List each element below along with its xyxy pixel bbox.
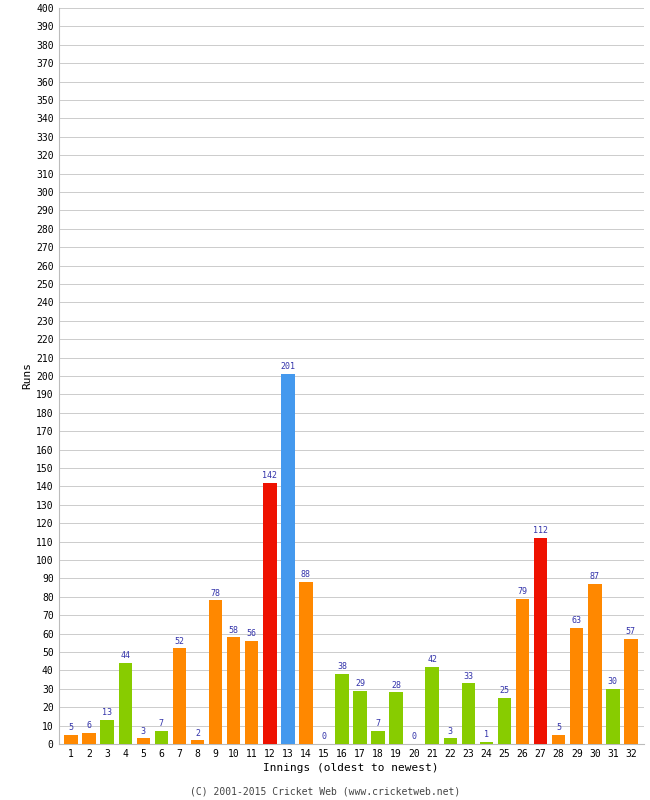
Bar: [426, 666, 439, 744]
Bar: [480, 742, 493, 744]
Text: 33: 33: [463, 671, 473, 681]
Bar: [299, 582, 313, 744]
Text: (C) 2001-2015 Cricket Web (www.cricketweb.net): (C) 2001-2015 Cricket Web (www.cricketwe…: [190, 786, 460, 796]
Bar: [515, 598, 529, 744]
Text: 3: 3: [448, 726, 453, 736]
Bar: [534, 538, 547, 744]
Bar: [101, 720, 114, 744]
Text: 28: 28: [391, 681, 401, 690]
Text: 112: 112: [533, 526, 548, 535]
Text: 7: 7: [159, 719, 164, 728]
Bar: [606, 689, 619, 744]
Text: 42: 42: [427, 655, 437, 664]
Text: 88: 88: [301, 570, 311, 579]
Text: 87: 87: [590, 572, 600, 581]
Bar: [263, 482, 276, 744]
Bar: [281, 374, 294, 744]
Text: 13: 13: [102, 708, 112, 718]
X-axis label: Innings (oldest to newest): Innings (oldest to newest): [263, 763, 439, 773]
Bar: [443, 738, 457, 744]
Bar: [624, 639, 638, 744]
Text: 30: 30: [608, 677, 617, 686]
Text: 0: 0: [411, 732, 417, 742]
Text: 201: 201: [280, 362, 295, 371]
Bar: [227, 638, 240, 744]
Bar: [83, 733, 96, 744]
Text: 44: 44: [120, 651, 130, 660]
Text: 1: 1: [484, 730, 489, 739]
Bar: [118, 663, 132, 744]
Text: 5: 5: [556, 723, 561, 732]
Text: 7: 7: [376, 719, 381, 728]
Text: 52: 52: [174, 637, 185, 646]
Bar: [64, 734, 78, 744]
Bar: [389, 693, 403, 744]
Text: 2: 2: [195, 729, 200, 738]
Bar: [588, 584, 601, 744]
Text: 6: 6: [86, 722, 92, 730]
Text: 58: 58: [229, 626, 239, 634]
Text: 57: 57: [626, 627, 636, 636]
Text: 38: 38: [337, 662, 347, 671]
Text: 63: 63: [572, 616, 582, 626]
Y-axis label: Runs: Runs: [22, 362, 32, 390]
Bar: [371, 731, 385, 744]
Bar: [155, 731, 168, 744]
Bar: [353, 690, 367, 744]
Bar: [245, 641, 259, 744]
Bar: [552, 734, 566, 744]
Bar: [173, 648, 187, 744]
Bar: [136, 738, 150, 744]
Text: 78: 78: [211, 589, 220, 598]
Text: 5: 5: [69, 723, 73, 732]
Text: 142: 142: [262, 471, 278, 480]
Text: 56: 56: [247, 629, 257, 638]
Text: 79: 79: [517, 587, 528, 596]
Bar: [570, 628, 584, 744]
Text: 3: 3: [141, 726, 146, 736]
Text: 0: 0: [321, 732, 326, 742]
Bar: [190, 740, 204, 744]
Bar: [335, 674, 349, 744]
Bar: [462, 683, 475, 744]
Text: 29: 29: [355, 679, 365, 688]
Bar: [209, 601, 222, 744]
Bar: [498, 698, 512, 744]
Text: 25: 25: [499, 686, 510, 695]
